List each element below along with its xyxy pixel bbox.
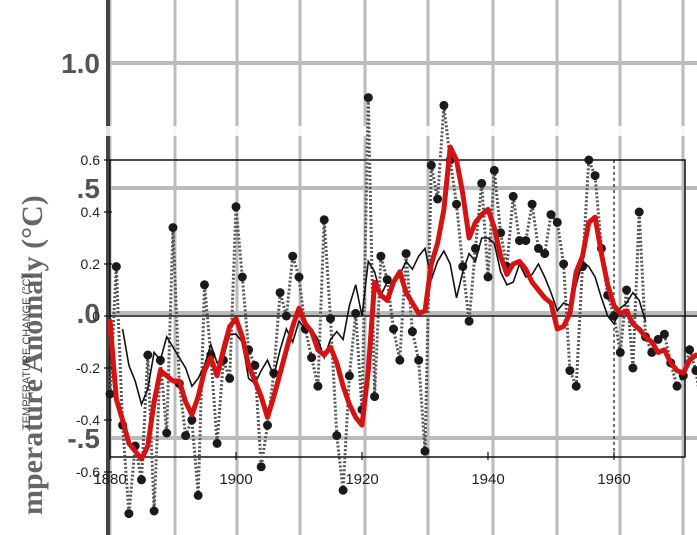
- annual-data-point: [326, 314, 335, 324]
- annual-data-point: [546, 210, 556, 220]
- annual-data-point: [149, 506, 159, 516]
- annual-data-point: [389, 324, 398, 334]
- annual-data-point: [414, 355, 424, 365]
- annual-data-point: [615, 347, 625, 357]
- annual-data-point: [395, 355, 405, 365]
- annual-data-point: [426, 160, 436, 170]
- annual-data-point: [464, 316, 474, 326]
- annual-data-point: [691, 366, 697, 376]
- overlay-seam: [0, 126, 697, 136]
- annual-data-point: [351, 308, 361, 318]
- annual-data-point: [307, 353, 317, 363]
- annual-data-point: [433, 194, 443, 204]
- x-tick-label: 1880: [93, 471, 126, 488]
- annual-data-point: [382, 275, 392, 285]
- annual-data-point: [181, 431, 191, 441]
- annual-data-point: [332, 431, 342, 441]
- thin-black-series-line: [121, 237, 647, 407]
- outer-y-tick-label: -.5: [67, 423, 100, 454]
- annual-data-point: [477, 178, 487, 188]
- annual-data-point: [313, 381, 323, 391]
- annual-data-point: [527, 199, 537, 209]
- annual-data-point: [200, 280, 209, 290]
- annual-data-point: [401, 249, 411, 259]
- annual-data-point: [344, 371, 354, 381]
- annual-data-point: [483, 272, 493, 282]
- inner-y-tick-label: 0.6: [81, 152, 101, 168]
- annual-data-point: [376, 251, 386, 261]
- annual-data-point: [407, 327, 417, 337]
- annual-data-point: [489, 165, 499, 175]
- annual-data-point: [187, 415, 197, 425]
- annual-data-point: [281, 311, 291, 321]
- x-tick-label: 1920: [345, 471, 378, 488]
- annual-data-point: [452, 199, 461, 209]
- annual-data-point: [508, 191, 518, 201]
- annual-data-point: [521, 236, 531, 246]
- inner-y-tick-label: -0.6: [76, 464, 100, 480]
- annual-data-point: [338, 485, 348, 495]
- annual-data-point: [137, 475, 146, 485]
- data-series: [105, 93, 697, 519]
- annual-data-point: [370, 392, 380, 402]
- annual-data-point: [263, 420, 272, 430]
- annual-data-point: [622, 285, 632, 295]
- annual-data-point: [590, 171, 600, 181]
- annual-data-point: [552, 217, 562, 227]
- annual-data-point: [143, 350, 153, 360]
- annual-data-point: [124, 509, 134, 519]
- annual-data-point: [105, 389, 115, 399]
- annual-data-point: [225, 373, 235, 383]
- x-tick-label: 1960: [597, 471, 630, 488]
- annual-data-point: [231, 202, 241, 212]
- annual-data-point: [294, 272, 304, 282]
- annual-data-point: [237, 272, 247, 282]
- outer-y-tick-label: .0: [77, 298, 100, 329]
- inner-y-tick-label: -0.2: [76, 360, 100, 376]
- annual-data-point: [515, 236, 524, 246]
- annual-data-point: [275, 288, 285, 298]
- annual-data-point: [634, 207, 644, 217]
- inner-plot-border: [109, 159, 686, 458]
- annual-data-point: [319, 215, 329, 225]
- inner-y-tick-label: -0.4: [76, 412, 100, 428]
- annual-data-point: [628, 363, 638, 373]
- annual-data-point: [162, 428, 172, 438]
- annual-data-point: [288, 251, 298, 261]
- annual-data-point: [439, 100, 449, 110]
- annual-data-point: [111, 262, 121, 272]
- annual-data-point: [533, 243, 543, 253]
- annual-data-point: [685, 345, 695, 355]
- annual-data-point: [420, 446, 430, 456]
- x-tick-label: 1940: [471, 471, 504, 488]
- y-axis-label-inner: TEMPERATURE CHANGE (°C): [21, 275, 33, 430]
- annual-data-point: [571, 381, 581, 391]
- annual-data-point: [559, 259, 569, 269]
- annual-data-point: [363, 93, 373, 103]
- outer-y-tick-label: 1.0: [61, 48, 100, 79]
- annual-data-point: [653, 334, 663, 344]
- annual-data-point: [168, 223, 178, 233]
- annual-data-point: [212, 438, 222, 448]
- annual-data-point: [584, 155, 594, 165]
- inner-y-tick-label: 0.4: [81, 204, 101, 220]
- inner-y-tick-label: 0: [92, 308, 100, 324]
- y-axis-label-outer: mperature Anomaly (°C): [16, 195, 49, 515]
- smoothed-red-series-line: [107, 144, 697, 462]
- annual-data-point: [659, 329, 669, 339]
- annual-data-point: [250, 360, 260, 370]
- annual-data-point: [540, 249, 550, 259]
- inner-y-tick-label: 0.2: [81, 256, 101, 272]
- annual-data-point: [565, 366, 575, 376]
- annual-data-point: [193, 490, 203, 500]
- annual-data-point: [672, 381, 682, 391]
- annual-data-point: [256, 462, 266, 472]
- outer-y-tick-label: .5: [77, 173, 100, 204]
- x-tick-label: 1900: [219, 471, 252, 488]
